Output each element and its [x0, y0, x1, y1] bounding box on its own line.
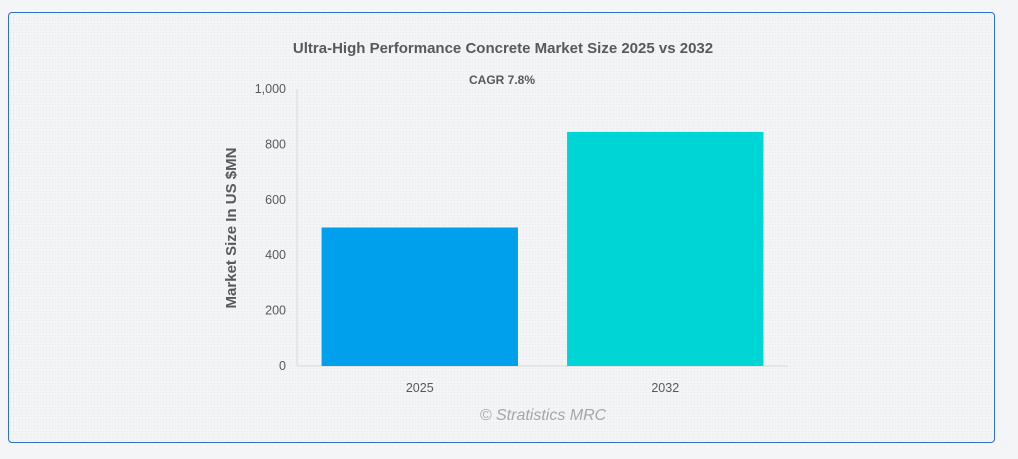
y-tick-label: 0 [279, 359, 286, 373]
y-axis-ticks: 0 200 400 600 800 1,000 [255, 82, 286, 373]
bars [321, 131, 764, 366]
x-tick-label: 2032 [651, 381, 679, 395]
y-axis-label: Market Size In US $MN [223, 148, 240, 309]
y-tick-label: 800 [265, 137, 286, 151]
chart-subtitle: CAGR 7.8% [469, 73, 535, 87]
watermark: © Stratistics MRC [480, 407, 607, 424]
x-axis-ticks: 2025 2032 [406, 381, 679, 395]
y-tick-label: 200 [265, 304, 286, 318]
x-tick-label: 2025 [406, 381, 434, 395]
chart-title: Ultra-High Performance Concrete Market S… [293, 40, 713, 57]
bar-2032 [567, 131, 764, 366]
y-tick-label: 1,000 [255, 82, 286, 96]
bar-2025 [321, 227, 518, 366]
y-tick-label: 600 [265, 193, 286, 207]
y-tick-label: 400 [265, 248, 286, 262]
